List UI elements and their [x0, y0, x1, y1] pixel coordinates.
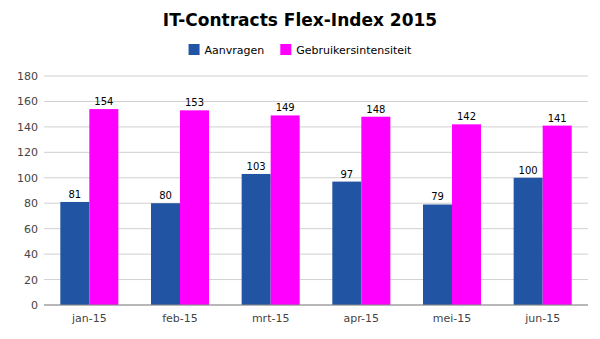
grid-line — [44, 152, 588, 153]
legend-item: Aanvragen — [189, 44, 265, 57]
bars — [60, 109, 571, 305]
x-tick-label: feb-15 — [162, 312, 198, 325]
chart-svg: 0 20 40 60 80 100 120 140 160 180 81 80 103 97 79 100 15… — [0, 0, 600, 339]
grid-line — [44, 279, 588, 280]
y-tick-label: 100 — [17, 172, 38, 185]
grid-line — [44, 126, 588, 127]
grid-line — [44, 101, 588, 102]
x-tick-label: apr-15 — [344, 312, 380, 325]
legend-label: Gebruikersintensiteit — [296, 44, 412, 57]
grid-line — [44, 254, 588, 255]
x-axis-line — [44, 305, 588, 306]
y-tick-label: 140 — [17, 121, 38, 134]
x-tick-label: mei-15 — [433, 312, 472, 325]
bar — [361, 117, 390, 305]
legend-label: Aanvragen — [205, 44, 265, 57]
data-label: 148 — [366, 104, 385, 115]
grid-line — [44, 305, 588, 306]
y-tick-label: 180 — [17, 70, 38, 83]
data-labels: 81 80 103 97 79 100 154 153 149 148 142 141 — [68, 96, 566, 202]
title: IT-Contracts Flex-Index 2015 — [163, 10, 437, 30]
data-label: 154 — [94, 96, 113, 107]
x-tick-label: jun-15 — [524, 312, 560, 325]
bar — [514, 178, 543, 305]
grid-line — [44, 76, 588, 77]
legend-swatch — [189, 44, 200, 55]
data-label: 153 — [185, 97, 204, 108]
bar — [332, 182, 361, 305]
grid-line — [44, 177, 588, 178]
bar — [423, 204, 452, 305]
bar — [180, 110, 209, 305]
bar — [242, 174, 271, 305]
data-label: 149 — [276, 102, 295, 113]
y-tick-label: 160 — [17, 95, 38, 108]
y-tick-label: 80 — [24, 197, 38, 210]
data-label: 80 — [159, 190, 172, 201]
data-label: 79 — [431, 191, 444, 202]
y-tick-label: 0 — [31, 299, 38, 312]
data-label: 97 — [340, 169, 353, 180]
data-label: 103 — [247, 161, 266, 172]
data-label: 142 — [457, 111, 476, 122]
bar — [543, 126, 572, 305]
y-tick-label: 120 — [17, 146, 38, 159]
data-label: 81 — [68, 189, 81, 200]
grid-line — [44, 203, 588, 204]
x-tick-label: jan-15 — [71, 312, 107, 325]
bar — [271, 115, 300, 305]
grid-line — [44, 228, 588, 229]
bar — [60, 202, 89, 305]
data-label: 141 — [548, 113, 567, 124]
legend: Aanvragen Gebruikersintensiteit — [189, 44, 413, 57]
chart-container: 0 20 40 60 80 100 120 140 160 180 81 80 103 97 79 100 15… — [0, 0, 600, 339]
legend-item: Gebruikersintensiteit — [280, 44, 412, 57]
y-tick-label: 60 — [24, 223, 38, 236]
bar — [151, 203, 180, 305]
x-tick-label: mrt-15 — [252, 312, 290, 325]
data-label: 100 — [519, 165, 538, 176]
y-tick-label: 40 — [24, 248, 38, 261]
y-tick-label: 20 — [24, 274, 38, 287]
y-axis: 0 20 40 60 80 100 120 140 160 180 — [17, 70, 588, 312]
bar — [89, 109, 118, 305]
bar — [452, 124, 481, 305]
x-axis: jan-15 feb-15 mrt-15 apr-15 mei-15 jun-15 — [44, 305, 588, 325]
legend-swatch — [280, 44, 291, 55]
